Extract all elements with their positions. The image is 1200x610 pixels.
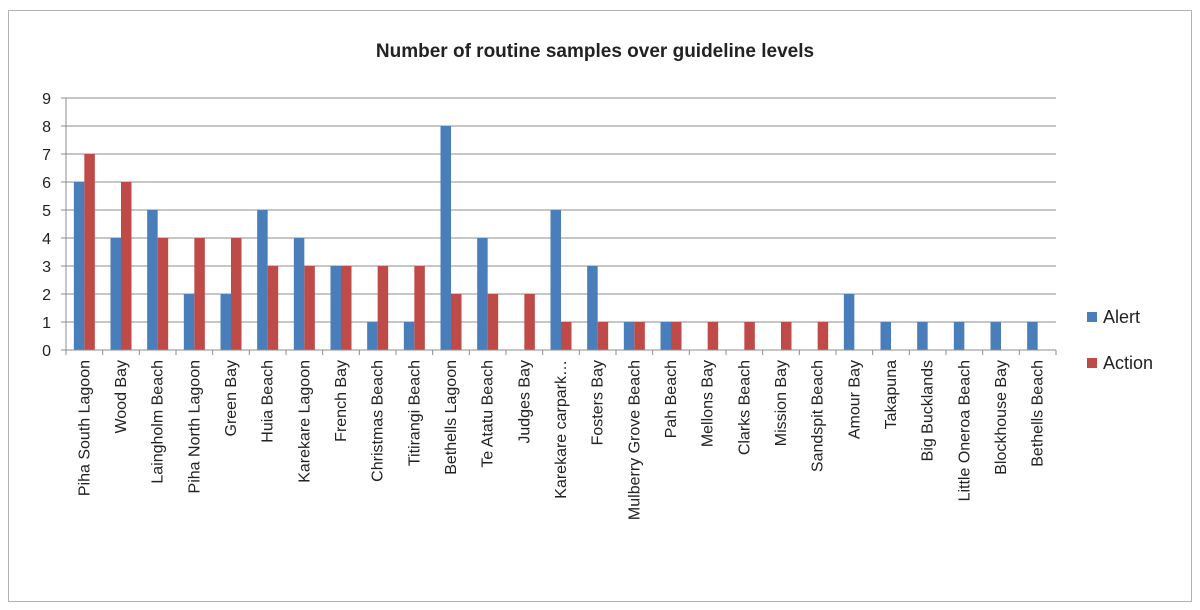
bar-alert — [440, 126, 451, 350]
bar-action — [487, 294, 499, 350]
bar-alert — [843, 294, 855, 350]
x-category-label: Blockhouse Bay — [993, 360, 1010, 475]
bar-action — [561, 322, 572, 350]
x-category-label: Big Bucklands — [920, 360, 937, 461]
legend-label-alert: Alert — [1103, 307, 1140, 327]
bar-action — [707, 322, 719, 350]
bar-action — [671, 322, 682, 350]
y-tick-label: 8 — [42, 119, 51, 136]
x-category-label: Little Oneroa Beach — [956, 360, 973, 501]
x-category-label: Amour Bay — [846, 360, 863, 439]
y-tick-label: 9 — [42, 91, 51, 108]
x-category-label: Sandspit Beach — [810, 360, 827, 472]
y-tick-label: 0 — [42, 343, 51, 360]
axes — [65, 98, 1057, 355]
bar-alert — [183, 294, 195, 350]
x-category-label: Te Atatu Beach — [480, 360, 497, 468]
x-category-label: Huia Beach — [260, 360, 277, 443]
bar-action — [524, 294, 535, 350]
bar-action — [781, 322, 792, 350]
bar-action — [341, 266, 352, 350]
bar-alert — [220, 294, 231, 350]
x-category-label: Mellons Bay — [700, 360, 717, 447]
bar-action — [744, 322, 755, 350]
bar-alert — [330, 266, 341, 350]
x-category-label: Bethells Lagoon — [443, 360, 460, 475]
x-category-label: Karekare Lagoon — [296, 360, 313, 483]
x-category-label: Karekare carpark… — [553, 360, 570, 499]
y-tick-label: 6 — [42, 175, 51, 192]
bar-action — [157, 238, 169, 350]
y-tick-label: 2 — [42, 287, 51, 304]
x-category-label: French Bay — [333, 360, 350, 442]
bar-alert — [403, 322, 415, 350]
bar-alert — [293, 238, 305, 350]
x-category-label: Laingholm Beach — [150, 360, 167, 484]
bar-alert — [477, 238, 488, 350]
bar-action — [231, 238, 242, 350]
bar-action — [377, 266, 389, 350]
bar-alert — [917, 322, 928, 350]
x-category-label: Takapuna — [883, 360, 900, 429]
bar-alert — [73, 182, 85, 350]
bar-action — [121, 182, 132, 350]
bar-alert — [660, 322, 671, 350]
bar-alert — [880, 322, 891, 350]
x-category-label: Piha North Lagoon — [186, 360, 203, 493]
bar-chart: Number of routine samples over guideline… — [42, 41, 1153, 520]
bar-alert — [110, 238, 121, 350]
x-category-label: Judges Bay — [516, 360, 533, 444]
legend-label-action: Action — [1103, 353, 1153, 373]
bar-action — [451, 294, 462, 350]
y-tick-label: 5 — [42, 203, 51, 220]
bar-action — [194, 238, 205, 350]
bar-action — [597, 322, 609, 350]
bar-action — [817, 322, 829, 350]
legend-swatch-action — [1087, 358, 1097, 368]
bar-alert — [550, 210, 561, 350]
x-category-label: Wood Bay — [113, 360, 130, 434]
bar-alert — [1027, 322, 1038, 350]
bar-action — [634, 322, 645, 350]
bar-alert — [953, 322, 965, 350]
chart-title: Number of routine samples over guideline… — [376, 41, 814, 62]
bar-alert — [623, 322, 635, 350]
bars — [73, 126, 1038, 350]
y-tick-label: 1 — [42, 315, 51, 332]
x-axis-categories: Piha South Lagoon Wood Bay Laingholm Beach… — [76, 360, 1046, 520]
bar-action — [304, 266, 315, 350]
y-tick-label: 4 — [42, 231, 51, 248]
legend-swatch-alert — [1087, 312, 1097, 322]
y-axis-ticks: 0 1 2 3 4 5 6 7 8 9 — [42, 91, 51, 360]
x-category-label: Mission Bay — [773, 360, 790, 446]
x-category-label: Piha South Lagoon — [76, 360, 93, 496]
x-category-label: Mulberry Grove Beach — [626, 360, 643, 520]
bar-alert — [990, 322, 1001, 350]
y-tick-label: 3 — [42, 259, 51, 276]
x-category-label: Pah Beach — [663, 360, 680, 438]
x-category-label: Fosters Bay — [590, 360, 607, 445]
y-tick-label: 7 — [42, 147, 51, 164]
legend: Alert Action — [1087, 307, 1153, 373]
x-category-label: Clarks Beach — [736, 360, 753, 455]
x-category-label: Christmas Beach — [370, 360, 387, 482]
bar-action — [414, 266, 425, 350]
x-category-label: Green Bay — [223, 360, 240, 436]
chart-frame: Number of routine samples over guideline… — [8, 10, 1192, 602]
bar-alert — [257, 210, 268, 350]
bar-alert — [367, 322, 378, 350]
bar-action — [84, 154, 95, 350]
bar-alert — [147, 210, 158, 350]
bar-alert — [587, 266, 598, 350]
x-category-label: Titirangi Beach — [406, 360, 423, 466]
bar-action — [267, 266, 279, 350]
x-category-label: Bethells Beach — [1030, 360, 1047, 467]
